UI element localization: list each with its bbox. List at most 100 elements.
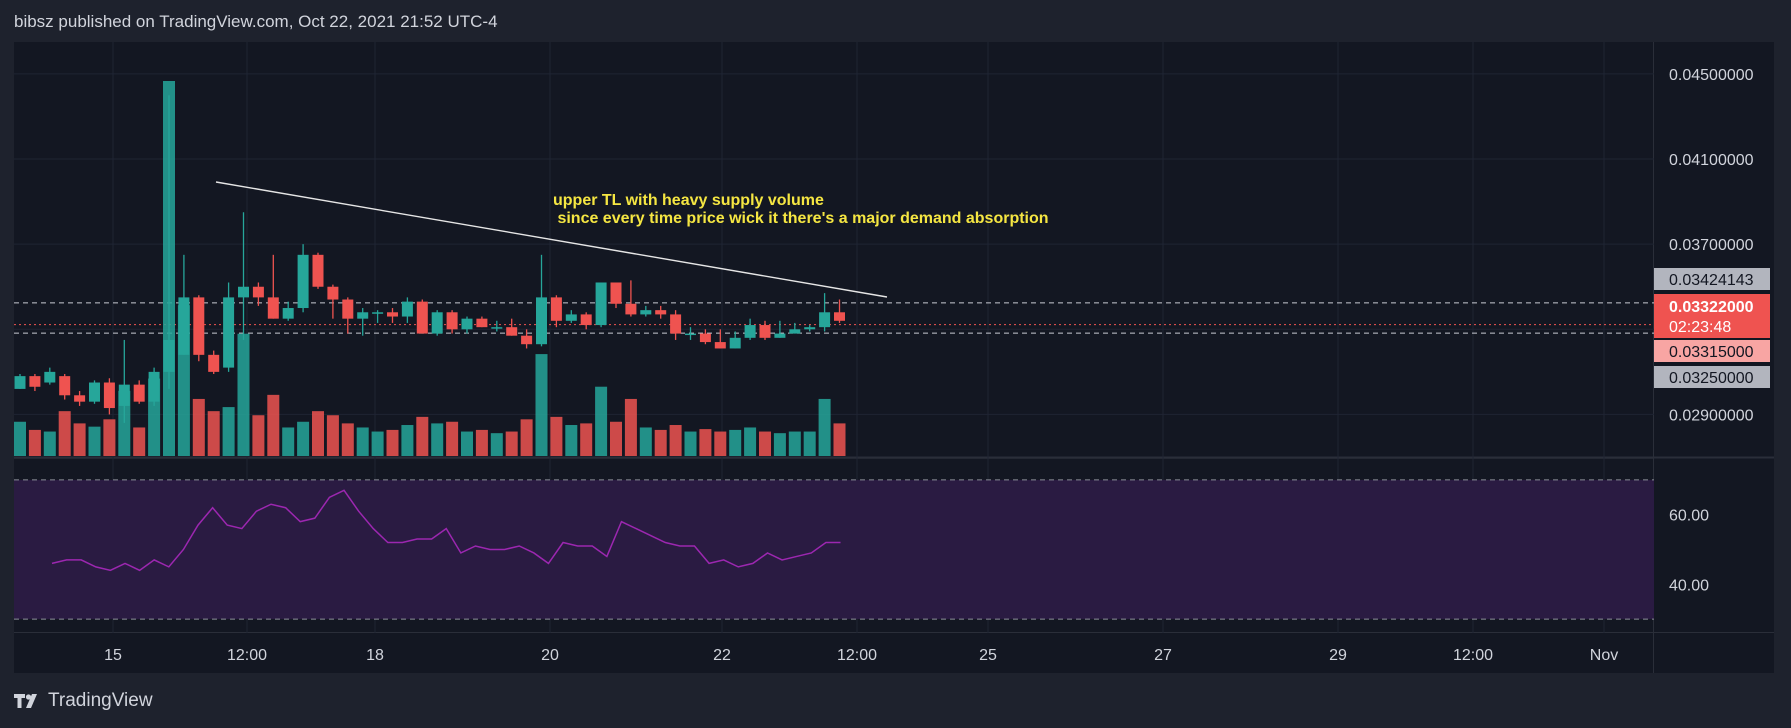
volume-bar bbox=[431, 423, 444, 456]
candle-body bbox=[297, 254, 309, 309]
tradingview-brand: TradingView bbox=[48, 690, 153, 711]
volume-bar bbox=[699, 429, 712, 456]
candle-body bbox=[476, 318, 488, 328]
candle-body bbox=[401, 301, 413, 317]
candle-body bbox=[357, 312, 369, 319]
time-tick-label: 22 bbox=[713, 647, 731, 664]
volume-bar bbox=[624, 398, 637, 456]
time-tick-label: 15 bbox=[104, 647, 122, 664]
candle-body bbox=[506, 327, 518, 336]
volume-bar bbox=[88, 426, 101, 456]
time-tick-label: 18 bbox=[366, 647, 384, 664]
volume-bar bbox=[461, 431, 473, 456]
candle-body bbox=[14, 376, 26, 389]
candle-body bbox=[44, 371, 56, 383]
volume-bar bbox=[14, 421, 26, 456]
candle-body bbox=[565, 314, 577, 321]
candle-body bbox=[178, 297, 190, 355]
candle-body bbox=[327, 286, 339, 300]
trendline-group[interactable] bbox=[215, 181, 888, 298]
candle-body bbox=[238, 286, 249, 298]
volume-bar bbox=[490, 433, 503, 456]
volume-bar bbox=[312, 411, 324, 456]
volume-bar bbox=[744, 427, 757, 456]
price-axis-labels: 0.03424143 0.03322000 02:23:48 0.03315000 0.… bbox=[1654, 268, 1770, 388]
candle-body bbox=[59, 376, 71, 396]
volume-bar bbox=[833, 423, 846, 456]
volume-bar bbox=[714, 431, 727, 456]
candle-body bbox=[729, 337, 741, 349]
rsi-tick-label: 60.00 bbox=[1669, 508, 1709, 525]
volume-bar bbox=[446, 421, 459, 456]
time-axis-bg[interactable] bbox=[14, 633, 1774, 673]
candle-body bbox=[387, 312, 398, 317]
volume-bar bbox=[386, 429, 399, 456]
volume-bar bbox=[416, 416, 429, 456]
candle-body bbox=[655, 310, 667, 315]
volume-bar bbox=[207, 411, 220, 456]
level-badge-upper bbox=[1654, 268, 1770, 290]
candle-body bbox=[640, 310, 652, 315]
candle-body bbox=[193, 297, 205, 355]
candle-body bbox=[699, 333, 711, 343]
volume-bar bbox=[669, 425, 682, 456]
candle-body bbox=[550, 297, 562, 321]
rsi-band bbox=[14, 479, 1654, 620]
price-axis-ticks: 0.04500000 0.04100000 0.03700000 0.02900000 bbox=[1669, 67, 1754, 425]
candle-body bbox=[103, 382, 115, 409]
volume-bar bbox=[118, 390, 131, 456]
volume-bar bbox=[580, 423, 593, 456]
time-tick-label: 12:00 bbox=[1453, 647, 1493, 664]
countdown-label: 02:23:48 bbox=[1669, 319, 1731, 336]
candle-body bbox=[595, 282, 607, 326]
candle-body bbox=[774, 333, 786, 338]
candle-body bbox=[163, 339, 175, 372]
time-tick-label: Nov bbox=[1590, 647, 1618, 664]
candle-body bbox=[312, 254, 324, 287]
candle-body bbox=[536, 297, 547, 345]
publish-header: bibsz published on TradingView.com, Oct … bbox=[14, 12, 498, 31]
volume-bar bbox=[565, 425, 578, 456]
price-pane[interactable] bbox=[14, 42, 1654, 457]
rsi-line-group bbox=[51, 489, 841, 572]
volume-bar bbox=[341, 423, 354, 456]
annotation-line1[interactable]: upper TL with heavy supply volume bbox=[553, 192, 824, 209]
volume-bar bbox=[58, 411, 71, 456]
volume-bar bbox=[297, 421, 310, 456]
volume-bar bbox=[282, 427, 295, 456]
level-badge-lower bbox=[1654, 366, 1770, 388]
candle-body bbox=[282, 308, 294, 319]
candle-body bbox=[491, 327, 503, 329]
volume-bar bbox=[252, 415, 265, 456]
footer: TradingView bbox=[14, 690, 153, 712]
candle-body bbox=[74, 395, 86, 402]
time-tick-label: 27 bbox=[1154, 647, 1172, 664]
annotation-line2[interactable]: since every time price wick it there's a… bbox=[553, 210, 1049, 227]
candle-body bbox=[521, 335, 533, 345]
volume-bar bbox=[684, 431, 697, 456]
time-tick-label: 29 bbox=[1329, 647, 1347, 664]
candle-body bbox=[834, 312, 845, 321]
candle-body bbox=[685, 333, 696, 336]
candle-body bbox=[759, 325, 771, 338]
candle-body bbox=[461, 318, 473, 330]
price-tick-label: 0.03700000 bbox=[1669, 237, 1754, 254]
rsi-axis-ticks: 60.00 40.00 bbox=[1669, 508, 1709, 595]
candle-body bbox=[208, 354, 220, 372]
volume-bar bbox=[550, 416, 563, 456]
candle-body bbox=[89, 382, 100, 402]
volume-bar bbox=[222, 407, 235, 456]
volume-bar bbox=[729, 429, 742, 456]
candle-body bbox=[267, 297, 279, 319]
candle-body bbox=[252, 286, 264, 298]
volume-bar bbox=[595, 386, 608, 456]
candle-body bbox=[610, 282, 622, 304]
volume-bar bbox=[356, 427, 369, 456]
price-tick-label: 0.02900000 bbox=[1669, 407, 1754, 424]
level-label-lower: 0.03250000 bbox=[1669, 370, 1754, 387]
time-tick-label: 12:00 bbox=[227, 647, 267, 664]
candle-body bbox=[714, 342, 726, 349]
tradingview-logo-icon bbox=[14, 694, 37, 708]
volume-bar bbox=[28, 429, 41, 456]
